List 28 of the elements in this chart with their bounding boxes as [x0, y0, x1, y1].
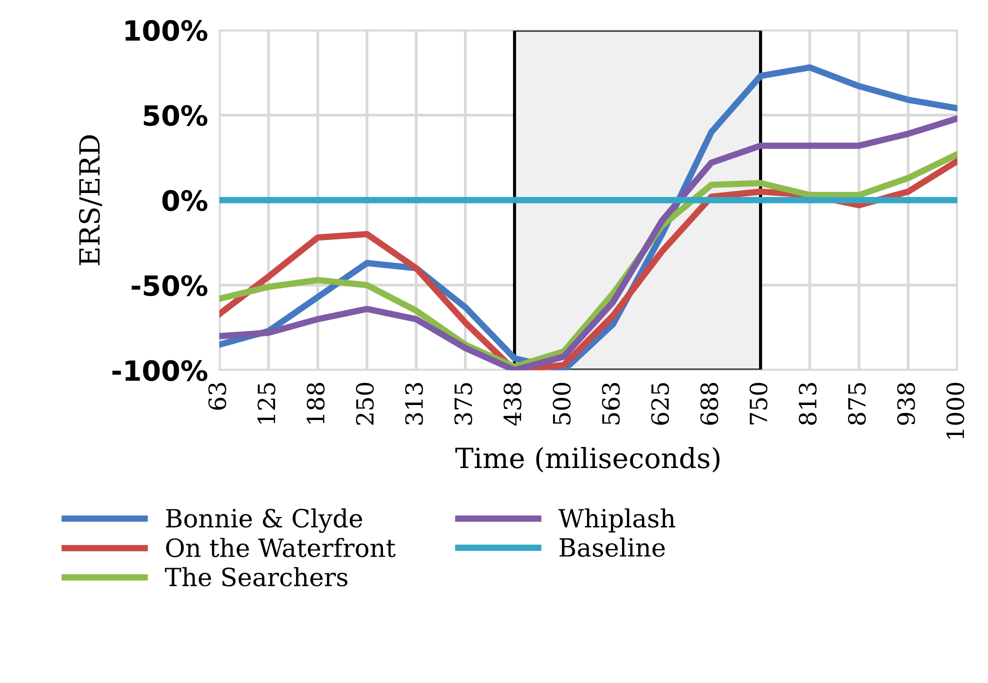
- x-tick-label: 688: [700, 382, 718, 425]
- x-tick-label: 188: [306, 382, 325, 424]
- x-axis-title: Time (miliseconds): [455, 446, 720, 472]
- x-tick-label: 563: [602, 383, 620, 424]
- y-tick-label: 0%: [162, 190, 208, 212]
- y-axis-title: ERS/ERD: [78, 135, 102, 266]
- legend-label: On the Waterfront: [166, 538, 396, 558]
- x-tick-label: 313: [405, 383, 423, 425]
- x-tick-label: 750: [750, 382, 768, 424]
- y-tick-label: 50%: [144, 105, 208, 126]
- y-tick-label: 100%: [126, 20, 208, 41]
- x-tick-label: 375: [454, 383, 472, 425]
- legend-label: Bonnie & Clyde: [166, 508, 362, 533]
- legend-label: The Searchers: [164, 567, 348, 586]
- legend-label: Baseline: [560, 538, 665, 557]
- x-tick-label: 63: [208, 383, 226, 410]
- x-tick-label: 625: [651, 383, 670, 425]
- x-tick-label: 438: [504, 382, 522, 426]
- x-tick-label: 1000: [946, 382, 964, 439]
- x-tick-label: 125: [258, 383, 276, 424]
- x-tick-label: 938: [897, 382, 916, 425]
- x-tick-label: 250: [356, 382, 374, 425]
- legend-label: Whiplash: [558, 508, 676, 533]
- x-tick-label: 875: [848, 383, 866, 425]
- x-tick-label: 500: [552, 382, 571, 424]
- y-tick-label: -50%: [132, 275, 208, 296]
- x-tick-label: 813: [798, 383, 817, 425]
- y-tick-label: -100%: [112, 360, 208, 382]
